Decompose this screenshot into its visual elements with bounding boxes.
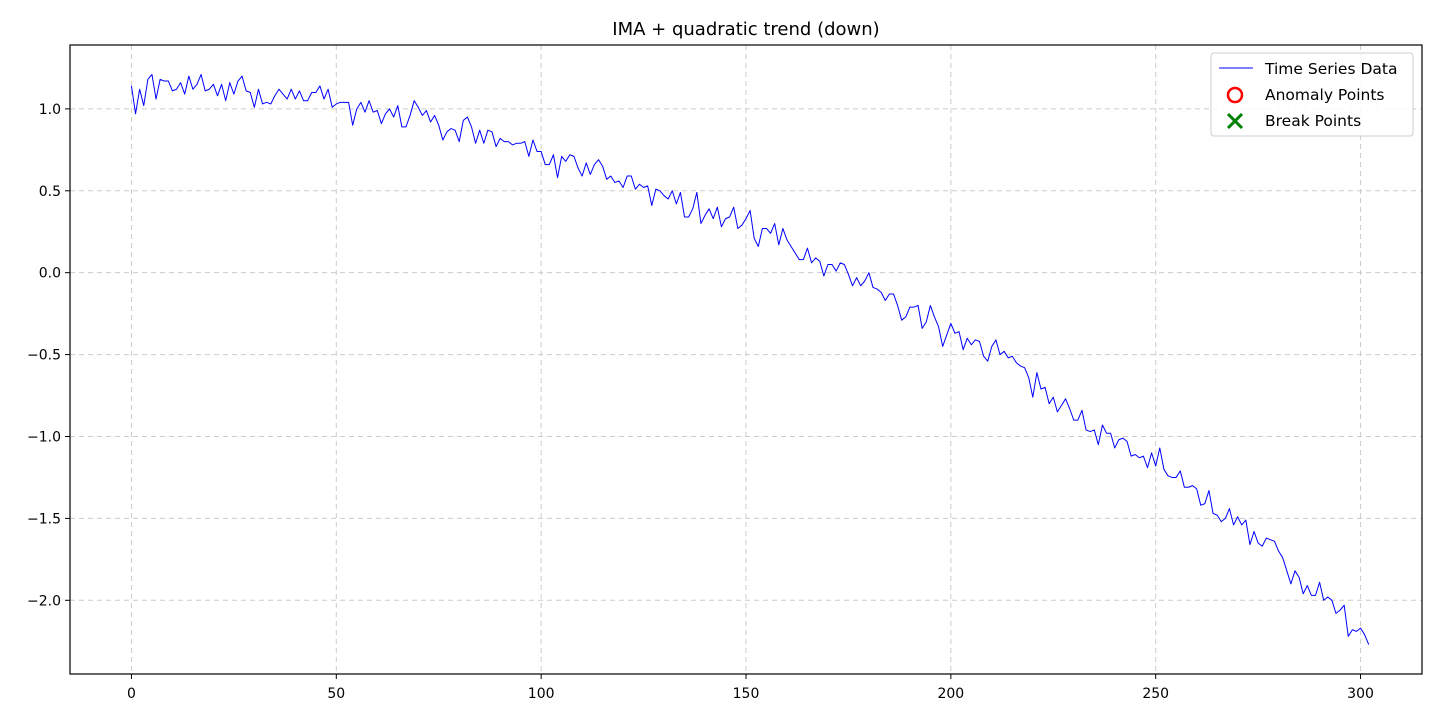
legend-label-anomaly: Anomaly Points <box>1265 86 1384 104</box>
y-tick-label: −2.0 <box>27 593 61 609</box>
x-tick-label: 150 <box>733 686 760 702</box>
y-tick-label: −1.5 <box>27 511 61 527</box>
series-line <box>130 73 1370 645</box>
legend: Time Series Data Anomaly Points Break Po… <box>1210 52 1414 137</box>
y-tick-label: 1.0 <box>39 102 61 118</box>
x-tick-label: 50 <box>327 686 345 702</box>
x-tick-label: 300 <box>1347 686 1374 702</box>
y-tick-label: 0.5 <box>39 184 61 200</box>
legend-circle-icon <box>1226 86 1244 104</box>
x-axis: 0 50 100 150 200 250 300 <box>127 674 1374 702</box>
x-tick-label: 200 <box>937 686 964 702</box>
legend-x-icon <box>1226 112 1244 130</box>
legend-label-series: Time Series Data <box>1264 60 1397 78</box>
data-series <box>130 73 1370 645</box>
y-tick-label: −0.5 <box>27 348 61 364</box>
x-tick-label: 100 <box>528 686 555 702</box>
y-tick-label: 0.0 <box>39 266 61 282</box>
y-axis: 1.0 0.5 0.0 −0.5 −1.0 −1.5 −2.0 <box>27 102 70 609</box>
y-tick-label: −1.0 <box>27 429 61 445</box>
legend-box <box>1210 52 1414 137</box>
x-tick-label: 250 <box>1142 686 1169 702</box>
x-tick-label: 0 <box>127 686 136 702</box>
grid <box>70 45 1422 674</box>
legend-label-break: Break Points <box>1265 112 1361 130</box>
chart-title: IMA + quadratic trend (down) <box>612 19 879 40</box>
